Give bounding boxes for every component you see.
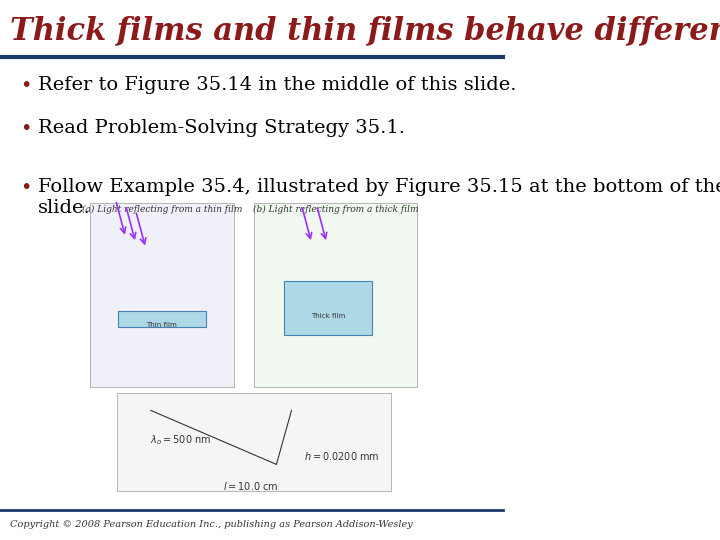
Text: $\lambda_o = 500\ \mathrm{nm}$: $\lambda_o = 500\ \mathrm{nm}$ bbox=[150, 433, 212, 447]
Text: •: • bbox=[20, 178, 32, 197]
Text: Thick film: Thick film bbox=[310, 313, 345, 319]
Text: $h = 0.0200\ \mathrm{mm}$: $h = 0.0200\ \mathrm{mm}$ bbox=[304, 450, 379, 462]
Text: •: • bbox=[20, 76, 32, 94]
Text: Read Problem-Solving Strategy 35.1.: Read Problem-Solving Strategy 35.1. bbox=[37, 119, 405, 137]
Bar bbox=[117, 393, 391, 491]
Text: (a) Light reflecting from a thin film: (a) Light reflecting from a thin film bbox=[82, 205, 243, 214]
Text: Follow Example 35.4, illustrated by Figure 35.15 at the bottom of the
slide.: Follow Example 35.4, illustrated by Figu… bbox=[37, 178, 720, 217]
Bar bbox=[91, 204, 234, 388]
Text: •: • bbox=[20, 119, 32, 138]
Text: (b) Light reflecting from a thick film: (b) Light reflecting from a thick film bbox=[253, 205, 418, 214]
Bar bbox=[284, 281, 372, 335]
Bar bbox=[254, 204, 417, 388]
Bar bbox=[118, 310, 206, 327]
Text: Thick films and thin films behave differently: Thick films and thin films behave differ… bbox=[10, 16, 720, 47]
Text: $l = 10.0\ \mathrm{cm}$: $l = 10.0\ \mathrm{cm}$ bbox=[223, 480, 279, 492]
Text: Copyright © 2008 Pearson Education Inc., publishing as Pearson Addison-Wesley: Copyright © 2008 Pearson Education Inc.,… bbox=[10, 521, 413, 529]
Text: Thin film: Thin film bbox=[146, 322, 177, 328]
Text: Refer to Figure 35.14 in the middle of this slide.: Refer to Figure 35.14 in the middle of t… bbox=[37, 76, 516, 93]
